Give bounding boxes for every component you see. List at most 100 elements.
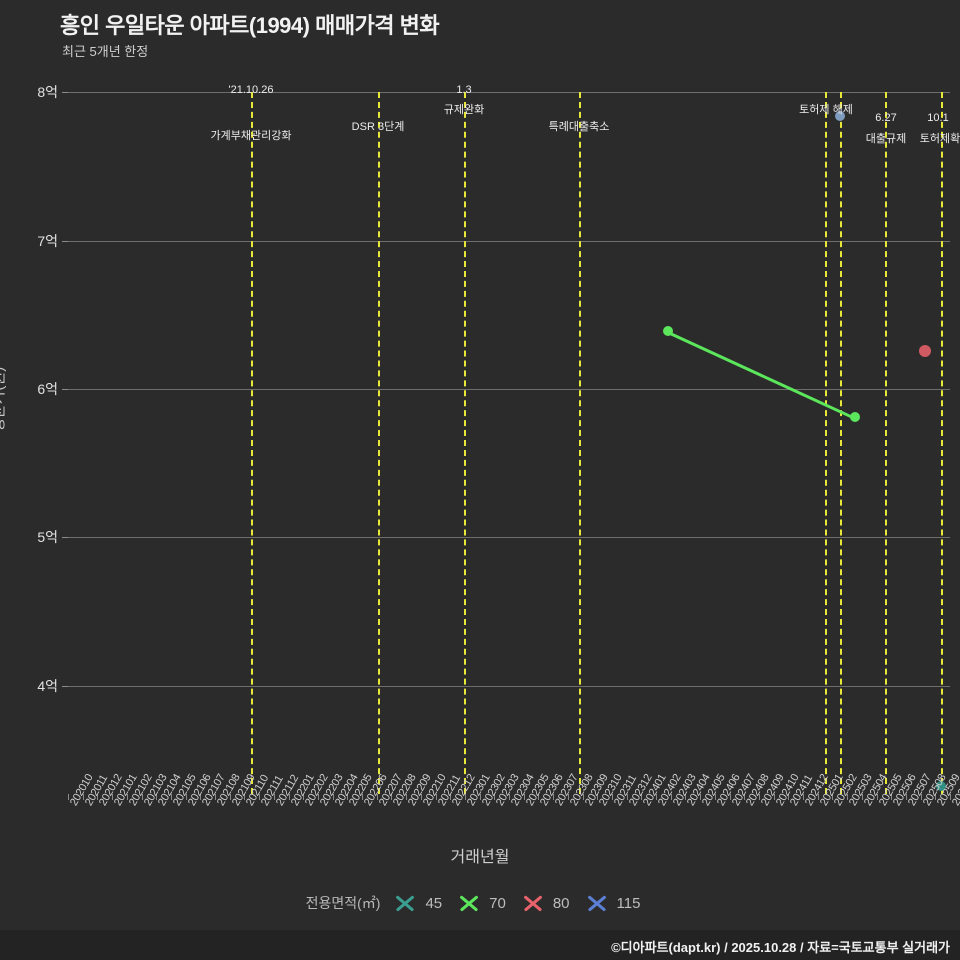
x-tick-mark	[891, 794, 893, 800]
x-tick-mark	[744, 794, 746, 800]
y-tick-mark	[62, 241, 68, 242]
legend-label: 70	[489, 894, 506, 912]
x-tick-mark	[758, 794, 760, 800]
x-tick-mark	[170, 794, 172, 800]
legend-entry[interactable]: 80	[520, 894, 570, 912]
x-tick-mark	[905, 794, 907, 800]
y-tick-label: 7억	[37, 233, 58, 249]
x-tick-mark	[362, 794, 363, 800]
series-line-70	[667, 331, 856, 420]
policy-event-line	[825, 92, 827, 794]
x-tick-mark	[126, 794, 128, 800]
x-tick-mark	[656, 794, 657, 800]
x-axis-label: 거래년월	[450, 849, 510, 866]
x-tick-mark	[229, 794, 231, 800]
annotation-label: 대출규제	[865, 133, 907, 145]
x-tick-mark	[112, 794, 114, 800]
policy-event-line	[885, 92, 887, 794]
x-tick-mark	[670, 794, 672, 800]
x-tick-mark	[200, 794, 202, 800]
x-tick-mark	[141, 794, 143, 800]
x-tick-mark	[97, 794, 99, 800]
x-tick-mark	[406, 794, 408, 800]
x-tick-mark	[950, 794, 951, 800]
x-tick-mark	[567, 794, 569, 800]
policy-event-line	[378, 92, 380, 794]
point-115-a[interactable]	[835, 111, 845, 121]
y-tick-mark	[62, 537, 68, 538]
x-tick-mark	[553, 794, 555, 800]
annotation-label: 토허제확	[919, 133, 960, 145]
x-tick-mark	[82, 794, 84, 800]
x-tick-mark	[68, 794, 69, 800]
legend-label: 115	[616, 894, 641, 912]
annotation-label: 6.27	[875, 112, 897, 124]
x-tick-mark	[538, 794, 540, 800]
legend-entry[interactable]: 70	[456, 894, 506, 912]
x-tick-mark	[303, 794, 305, 800]
policy-event-line	[464, 92, 466, 794]
x-tick-mark	[273, 794, 275, 800]
legend-marker-icon	[520, 894, 546, 912]
legend-entry[interactable]: 115	[584, 894, 641, 912]
x-tick-mark	[347, 794, 349, 800]
x-tick-mark	[817, 794, 819, 800]
x-tick-mark	[641, 794, 643, 800]
legend-entry[interactable]: 45	[392, 894, 442, 912]
x-tick-mark	[935, 794, 937, 800]
y-tick-mark	[62, 92, 68, 93]
gridline	[68, 92, 950, 93]
x-tick-mark	[847, 794, 849, 800]
x-tick-mark	[714, 794, 716, 800]
x-axis-ticks	[68, 794, 951, 804]
y-tick-mark	[62, 686, 68, 687]
policy-event-line	[840, 92, 842, 794]
gridline	[68, 537, 950, 538]
y-tick-mark	[62, 389, 68, 390]
annotation-label: DSR 3단계	[351, 121, 405, 133]
x-tick-mark	[376, 794, 378, 800]
annotation-label: '21.10.26	[228, 84, 274, 96]
policy-event-line	[941, 92, 943, 794]
y-axis-label: 평균가(원)	[0, 366, 7, 432]
gridline	[68, 686, 950, 687]
legend-title: 전용면적(㎡)	[305, 895, 381, 911]
chart-subtitle: 최근 5개년 한정	[62, 44, 149, 59]
x-tick-mark	[185, 794, 187, 800]
x-tick-mark	[464, 794, 466, 800]
x-tick-mark	[582, 794, 584, 800]
policy-event-line	[579, 92, 581, 794]
x-tick-mark	[215, 794, 216, 800]
legend-label: 80	[552, 894, 570, 912]
x-tick-mark	[611, 794, 613, 800]
x-tick-mark	[450, 794, 452, 800]
x-tick-mark	[803, 794, 804, 800]
x-tick-mark	[876, 794, 878, 800]
x-tick-mark	[729, 794, 731, 800]
annotation-label: 10.1	[927, 112, 949, 124]
y-tick-label: 6억	[37, 381, 58, 397]
y-tick-label: 8억	[37, 84, 58, 100]
point-70-a[interactable]	[663, 326, 673, 336]
y-tick-label: 5억	[37, 529, 58, 545]
gridline	[68, 241, 950, 242]
y-tick-label: 4억	[37, 678, 58, 694]
point-80-a[interactable]	[919, 345, 931, 357]
legend-entries: 45 70 80 115	[392, 894, 654, 912]
legend-marker-icon	[392, 894, 418, 912]
legend: 전용면적(㎡) 45 70 80 115	[0, 893, 960, 913]
x-tick-mark	[317, 794, 319, 800]
legend-label: 45	[425, 894, 443, 912]
annotation-label: 가계부채관리강화	[210, 130, 292, 142]
x-tick-mark	[259, 794, 261, 800]
legend-marker-icon	[456, 894, 482, 912]
x-tick-mark	[509, 794, 510, 800]
point-70-b[interactable]	[850, 412, 860, 422]
gridline	[68, 389, 950, 390]
annotation-label: 1.3	[456, 84, 472, 96]
x-tick-mark	[479, 794, 481, 800]
x-tick-mark	[773, 794, 775, 800]
point-45-a[interactable]	[936, 781, 946, 791]
page-title: 흥인 우일타운 아파트(1994) 매매가격 변화	[60, 13, 440, 38]
